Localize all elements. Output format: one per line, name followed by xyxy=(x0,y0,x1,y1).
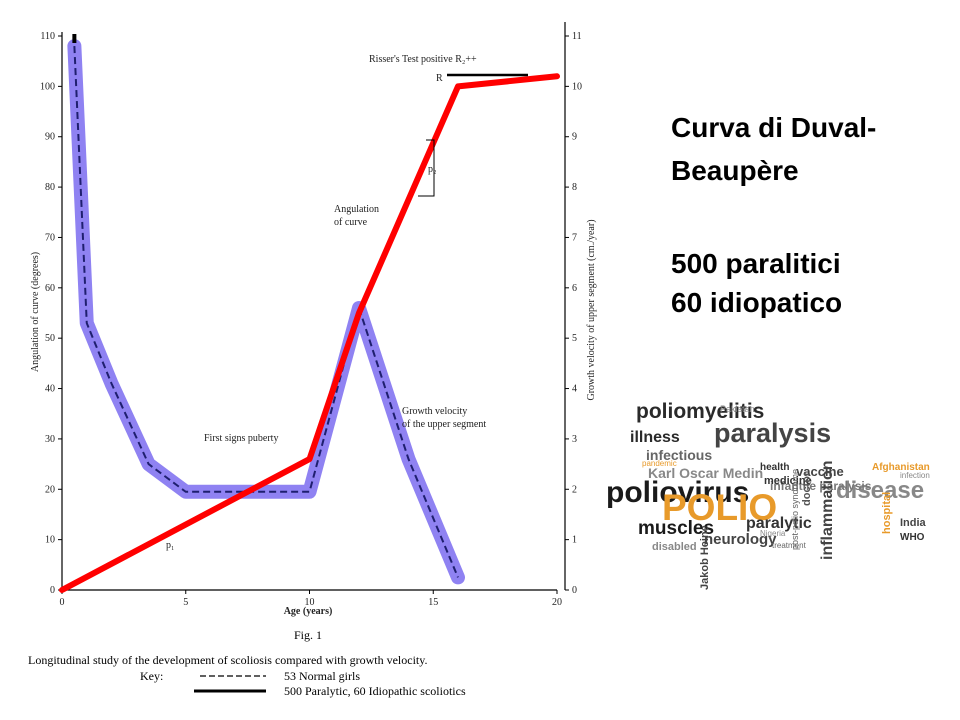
chart: 0102030405060708090100110012345678910110… xyxy=(28,22,597,698)
word-cloud-term: paralysis xyxy=(714,418,831,448)
word-cloud-term: poliovirus xyxy=(606,476,749,509)
y-right-tick-label: 7 xyxy=(572,232,577,243)
figure-caption: Longitudinal study of the development of… xyxy=(28,653,427,667)
y-axis-left-title: Angulation of curve (degrees) xyxy=(30,252,41,372)
word-cloud-term: disease xyxy=(836,477,924,504)
word-cloud-term: Pakistan xyxy=(720,404,755,414)
slide-title-line2: Beaupère xyxy=(671,155,799,186)
word-cloud-term: treatment xyxy=(772,541,807,550)
tick-labels: 0102030405060708090100110012345678910110… xyxy=(40,31,582,608)
word-cloud-term: doctor xyxy=(801,471,813,506)
key-solid-label: 500 Paralytic, 60 Idiopathic scoliotics xyxy=(284,684,466,698)
puberty-label: First signs puberty xyxy=(204,433,278,444)
y-left-tick-label: 70 xyxy=(45,232,55,243)
word-cloud-term: Karl Oscar Medin xyxy=(648,465,763,481)
key-label: Key: xyxy=(140,669,163,683)
scoliotics-line xyxy=(59,73,560,593)
x-tick-label: 10 xyxy=(305,597,315,608)
y-right-tick-label: 2 xyxy=(572,484,577,495)
y-left-tick-label: 60 xyxy=(45,283,55,294)
angulation-label-1: Angulation xyxy=(334,204,379,215)
y-right-tick-label: 3 xyxy=(572,434,577,445)
word-cloud-term: medicine xyxy=(764,475,812,487)
x-tick-label: 5 xyxy=(183,597,188,608)
x-axis-title: Age (years) xyxy=(284,606,333,617)
word-cloud-term: Nigeria xyxy=(760,529,786,538)
word-cloud-term: Afghanistan xyxy=(872,462,930,473)
y-right-tick-label: 8 xyxy=(572,182,577,193)
r-label: R xyxy=(436,73,443,84)
angulation-label-2: of curve xyxy=(334,217,368,228)
slide-title-line1: Curva di Duval- xyxy=(671,112,877,143)
y-right-tick-label: 9 xyxy=(572,132,577,143)
normal-girls-band xyxy=(67,39,465,585)
word-cloud-term: hospital xyxy=(881,492,893,534)
word-cloud-term: paralytic xyxy=(746,515,812,532)
growth-velocity-label-2: of the upper segment xyxy=(402,419,486,430)
y-right-tick-label: 6 xyxy=(572,283,577,294)
y-left-tick-label: 30 xyxy=(45,434,55,445)
key-dashed-label: 53 Normal girls xyxy=(284,669,360,683)
word-cloud-term: infantile paralysis xyxy=(770,479,872,493)
y-left-tick-label: 110 xyxy=(40,31,55,42)
y-axis-right-title: Growth velocity of upper segment (cm./ye… xyxy=(586,219,597,400)
p1-label: p₁ xyxy=(166,540,175,551)
word-cloud-term: muscles xyxy=(638,518,714,539)
y-left-tick-label: 10 xyxy=(45,535,55,546)
word-cloud-term: POLIO xyxy=(662,487,777,528)
y-left-tick-label: 0 xyxy=(50,585,55,596)
x-tick-label: 20 xyxy=(552,597,562,608)
growth-velocity-label-1: Growth velocity xyxy=(402,406,467,417)
band-start-marker xyxy=(72,34,77,43)
word-cloud-term: India xyxy=(900,517,927,529)
word-cloud-term: disabled xyxy=(652,541,697,553)
p2-bracket xyxy=(418,139,435,197)
slide-stat-paralytic: 500 paralitici xyxy=(671,248,841,279)
word-cloud-term: health xyxy=(760,462,789,473)
y-left-tick-label: 20 xyxy=(45,484,55,495)
y-right-tick-label: 10 xyxy=(572,81,582,92)
y-right-tick-label: 4 xyxy=(572,384,577,395)
figure-number: Fig. 1 xyxy=(294,628,322,642)
word-cloud-term: Jakob Heine xyxy=(699,525,711,590)
word-cloud-term: post-polio syndrome xyxy=(790,469,800,550)
y-left-tick-label: 90 xyxy=(45,132,55,143)
word-cloud-term: WHO xyxy=(900,532,925,543)
normal-girls-band-path xyxy=(67,39,465,585)
word-cloud-term: pandemic xyxy=(642,459,677,468)
y-right-tick-label: 0 xyxy=(572,585,577,596)
word-cloud-term: neurology xyxy=(704,531,777,548)
y-right-tick-label: 5 xyxy=(572,333,577,344)
y-left-tick-label: 40 xyxy=(45,384,55,395)
word-cloud-term: vaccine xyxy=(796,464,844,479)
x-tick-label: 15 xyxy=(428,597,438,608)
risser-annotation: Risser's Test positive R₂++ xyxy=(369,54,477,65)
series-layer xyxy=(59,34,560,593)
x-tick-label: 0 xyxy=(60,597,65,608)
normal-girls-line xyxy=(73,46,459,578)
word-cloud-term: infection xyxy=(900,471,930,480)
word-cloud-term: illness xyxy=(630,429,680,446)
y-left-tick-label: 100 xyxy=(40,81,55,92)
y-left-tick-label: 50 xyxy=(45,333,55,344)
word-cloud-term: poliomyelitis xyxy=(636,400,764,423)
word-cloud-term: inflammation xyxy=(819,460,836,560)
axes-layer xyxy=(58,22,569,594)
y-left-tick-label: 80 xyxy=(45,182,55,193)
y-right-tick-label: 1 xyxy=(572,535,577,546)
p2-label: p₂ xyxy=(428,164,437,175)
slide-stat-idiopathic: 60 idiopatico xyxy=(671,287,843,318)
word-cloud-term: infectious xyxy=(646,447,712,463)
y-right-tick-label: 11 xyxy=(572,31,582,42)
